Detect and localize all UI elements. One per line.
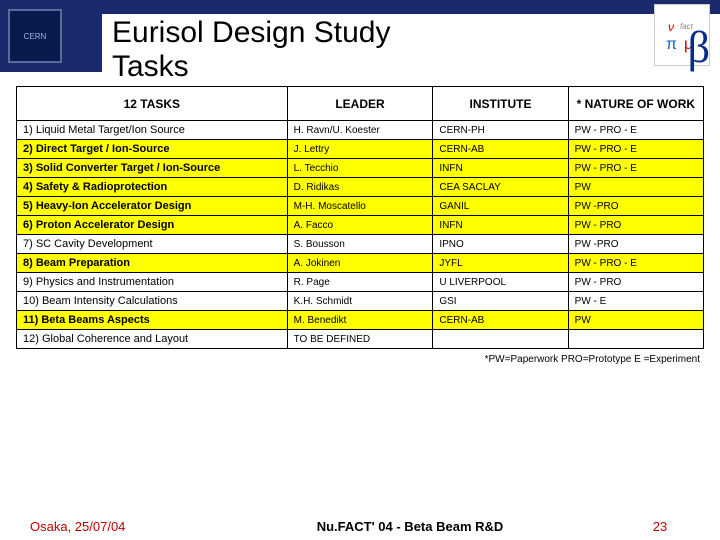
table-cell: PW - PRO - E [568, 254, 703, 273]
table-cell: A. Jokinen [287, 254, 433, 273]
table-cell: PW - PRO [568, 273, 703, 292]
table-cell: CERN-AB [433, 140, 568, 159]
table-cell: 7) SC Cavity Development [17, 235, 288, 254]
table-header-row: 12 TASKS LEADER INSTITUTE * NATURE OF WO… [17, 87, 704, 121]
table-cell: TO BE DEFINED [287, 330, 433, 349]
table-cell: IPNO [433, 235, 568, 254]
table-cell: 9) Physics and Instrumentation [17, 273, 288, 292]
table-cell: K.H. Schmidt [287, 292, 433, 311]
table-row: 10) Beam Intensity CalculationsK.H. Schm… [17, 292, 704, 311]
svg-text:ν: ν [668, 20, 674, 34]
table-cell: CEA SACLAY [433, 178, 568, 197]
table-cell: 1) Liquid Metal Target/Ion Source [17, 121, 288, 140]
table-cell: 12) Global Coherence and Layout [17, 330, 288, 349]
th-leader: LEADER [287, 87, 433, 121]
cern-logo-text: CERN [24, 32, 47, 41]
footer-right: 23 [600, 519, 720, 534]
table-cell: 4) Safety & Radioprotection [17, 178, 288, 197]
table-cell: GANIL [433, 197, 568, 216]
header-bar: CERN Eurisol Design Study Tasks ν fact π… [0, 0, 720, 72]
table-cell: U LIVERPOOL [433, 273, 568, 292]
table-cell: INFN [433, 216, 568, 235]
footer-left: Osaka, 25/07/04 [0, 519, 220, 534]
table-cell: CERN-AB [433, 311, 568, 330]
table-cell: M-H. Moscatello [287, 197, 433, 216]
table-cell: A. Facco [287, 216, 433, 235]
table-cell: INFN [433, 159, 568, 178]
table-wrap: 12 TASKS LEADER INSTITUTE * NATURE OF WO… [0, 72, 720, 351]
table-cell: M. Benedikt [287, 311, 433, 330]
page-title: Eurisol Design Study Tasks [102, 14, 720, 86]
table-cell: 3) Solid Converter Target / Ion-Source [17, 159, 288, 178]
th-tasks: 12 TASKS [17, 87, 288, 121]
table-cell: PW -PRO [568, 235, 703, 254]
table-cell: 8) Beam Preparation [17, 254, 288, 273]
table-cell: 2) Direct Target / Ion-Source [17, 140, 288, 159]
table-cell: R. Page [287, 273, 433, 292]
table-cell [433, 330, 568, 349]
table-row: 8) Beam PreparationA. JokinenJYFLPW - PR… [17, 254, 704, 273]
table-cell: H. Ravn/U. Koester [287, 121, 433, 140]
table-cell: 10) Beam Intensity Calculations [17, 292, 288, 311]
footer: Osaka, 25/07/04 Nu.FACT' 04 - Beta Beam … [0, 519, 720, 534]
table-row: 5) Heavy-Ion Accelerator DesignM-H. Mosc… [17, 197, 704, 216]
table-cell: S. Bousson [287, 235, 433, 254]
table-cell: 6) Proton Accelerator Design [17, 216, 288, 235]
table-cell: PW - PRO - E [568, 121, 703, 140]
table-cell [568, 330, 703, 349]
table-cell: PW - PRO - E [568, 140, 703, 159]
table-cell: 5) Heavy-Ion Accelerator Design [17, 197, 288, 216]
table-row: 1) Liquid Metal Target/Ion SourceH. Ravn… [17, 121, 704, 140]
table-row: 3) Solid Converter Target / Ion-SourceL.… [17, 159, 704, 178]
table-row: 6) Proton Accelerator DesignA. FaccoINFN… [17, 216, 704, 235]
table-cell: J. Lettry [287, 140, 433, 159]
tasks-table: 12 TASKS LEADER INSTITUTE * NATURE OF WO… [16, 86, 704, 349]
svg-text:π: π [666, 36, 677, 53]
beta-icon: β [688, 22, 710, 73]
table-cell: PW - E [568, 292, 703, 311]
table-row: 9) Physics and InstrumentationR. PageU L… [17, 273, 704, 292]
table-cell: GSI [433, 292, 568, 311]
table-row: 4) Safety & RadioprotectionD. RidikasCEA… [17, 178, 704, 197]
table-cell: PW - PRO [568, 216, 703, 235]
table-cell: D. Ridikas [287, 178, 433, 197]
table-row: 11) Beta Beams AspectsM. BenediktCERN-AB… [17, 311, 704, 330]
table-cell: L. Tecchio [287, 159, 433, 178]
table-cell: JYFL [433, 254, 568, 273]
table-cell: 11) Beta Beams Aspects [17, 311, 288, 330]
table-cell: PW -PRO [568, 197, 703, 216]
footer-center: Nu.FACT' 04 - Beta Beam R&D [220, 519, 600, 534]
cern-logo: CERN [8, 9, 62, 63]
footnote: *PW=Paperwork PRO=Prototype E =Experimen… [0, 351, 720, 365]
table-cell: PW [568, 178, 703, 197]
title-region: Eurisol Design Study Tasks [62, 0, 720, 72]
th-institute: INSTITUTE [433, 87, 568, 121]
table-body: 1) Liquid Metal Target/Ion SourceH. Ravn… [17, 121, 704, 349]
table-row: 12) Global Coherence and LayoutTO BE DEF… [17, 330, 704, 349]
table-cell: CERN-PH [433, 121, 568, 140]
table-row: 7) SC Cavity DevelopmentS. BoussonIPNOPW… [17, 235, 704, 254]
table-cell: PW [568, 311, 703, 330]
table-cell: PW - PRO - E [568, 159, 703, 178]
table-row: 2) Direct Target / Ion-SourceJ. LettryCE… [17, 140, 704, 159]
th-nature: * NATURE OF WORK [568, 87, 703, 121]
